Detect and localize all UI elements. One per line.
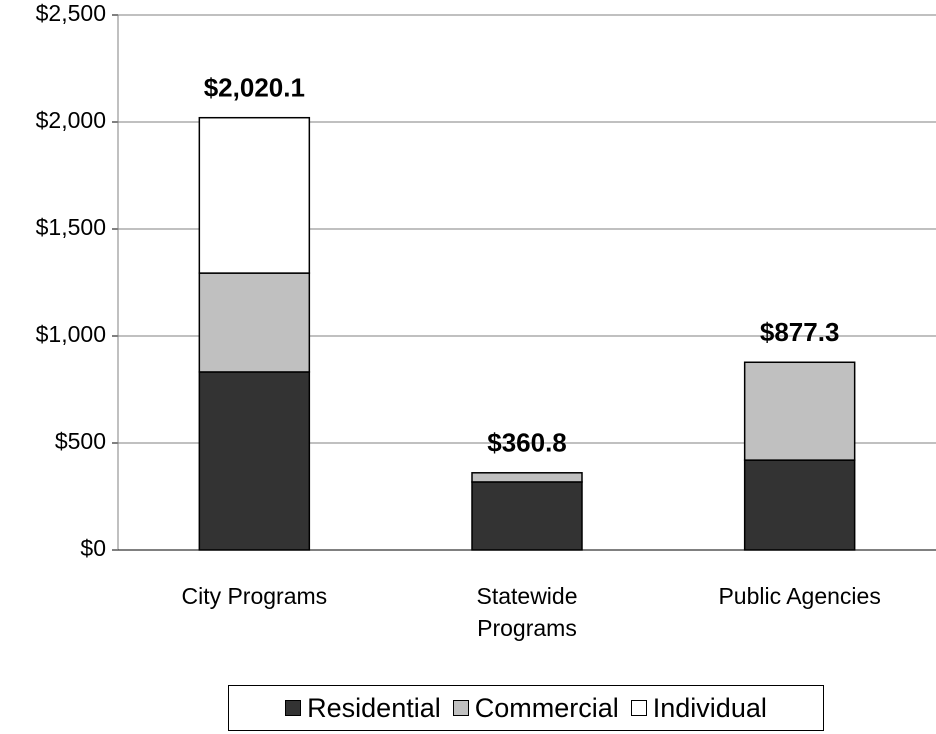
legend: Residential Commercial Individual [228,685,824,731]
bar-segment [471,472,583,483]
x-tick-label: Statewide Programs [476,583,578,641]
total-label: $360.8 [487,428,567,458]
bar-segment [743,459,856,551]
bar-segment [471,481,583,551]
legend-swatch [452,700,469,716]
bar-segment [198,272,311,373]
bar-segment [743,361,856,461]
legend-label: Individual [652,692,767,723]
x-tick-label: City Programs [181,583,328,609]
total-label: $877.3 [760,317,840,347]
bar-segment [198,116,311,274]
legend-swatch [630,700,647,716]
y-tick-label: $0 [80,535,106,561]
y-tick-label: $2,000 [36,107,106,133]
bar-segment [198,371,311,551]
legend-swatch [285,700,302,716]
legend-label: Residential [307,692,441,723]
y-tick-label: $2,500 [36,0,106,26]
legend-item: Individual [630,692,767,724]
y-tick-label: $500 [55,428,106,454]
y-tick-label: $1,500 [36,214,106,240]
total-label: $2,020.1 [204,73,305,103]
legend-item: Residential [285,693,441,724]
y-tick-label: $1,000 [36,321,106,347]
chart: $0 $500 $1,000 $1,500 $2,000 $2,500 $2,020.1 $3… [36,0,936,561]
x-tick-label: Public Agencies [718,583,881,609]
legend-label: Commercial [474,692,619,723]
legend-item: Commercial [452,692,619,724]
